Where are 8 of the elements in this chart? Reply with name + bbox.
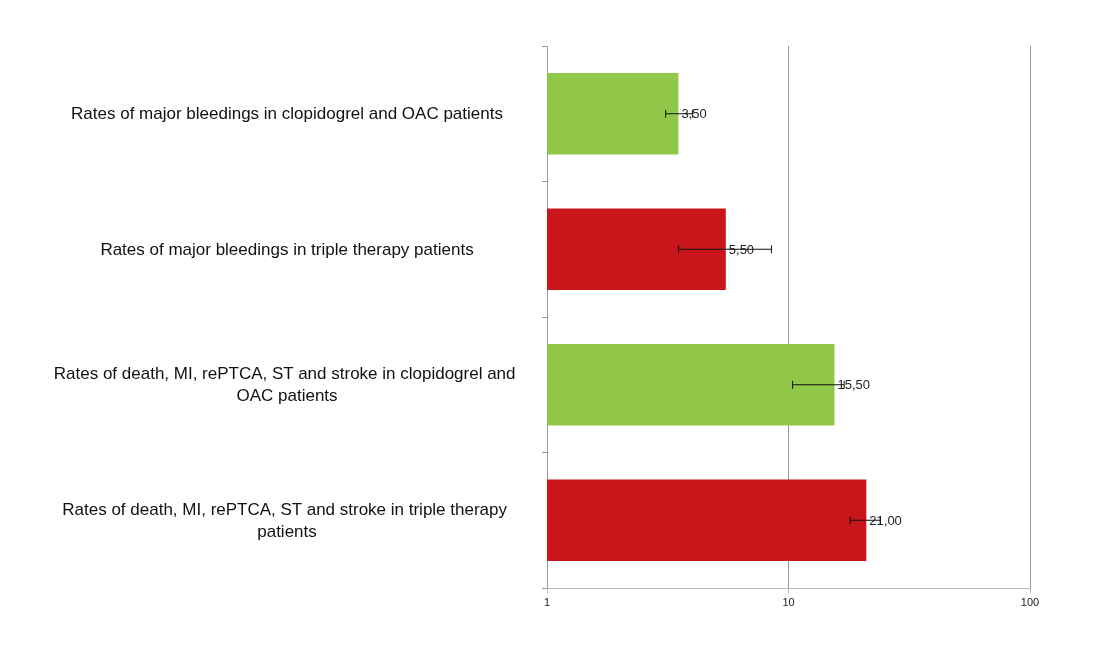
y-tick-label: Rates of death, MI, rePTCA, ST and stroke in triple therapy patients: [62, 499, 512, 541]
x-tick-label: 100: [1020, 595, 1040, 608]
y-tick-label: Rates of major bleedings in triple therapy patients: [100, 239, 474, 259]
data-label: 15,50: [837, 377, 871, 393]
x-tick-label: 1: [543, 595, 551, 608]
y-tick-label: Rates of death, MI, rePTCA, ST and stroke in clopidogrel and OAC patients: [53, 364, 521, 406]
x-tick-label: 10: [782, 595, 795, 608]
y-tick-label: Rates of major bleedings in clopidogrel and OAC patients: [71, 104, 503, 124]
